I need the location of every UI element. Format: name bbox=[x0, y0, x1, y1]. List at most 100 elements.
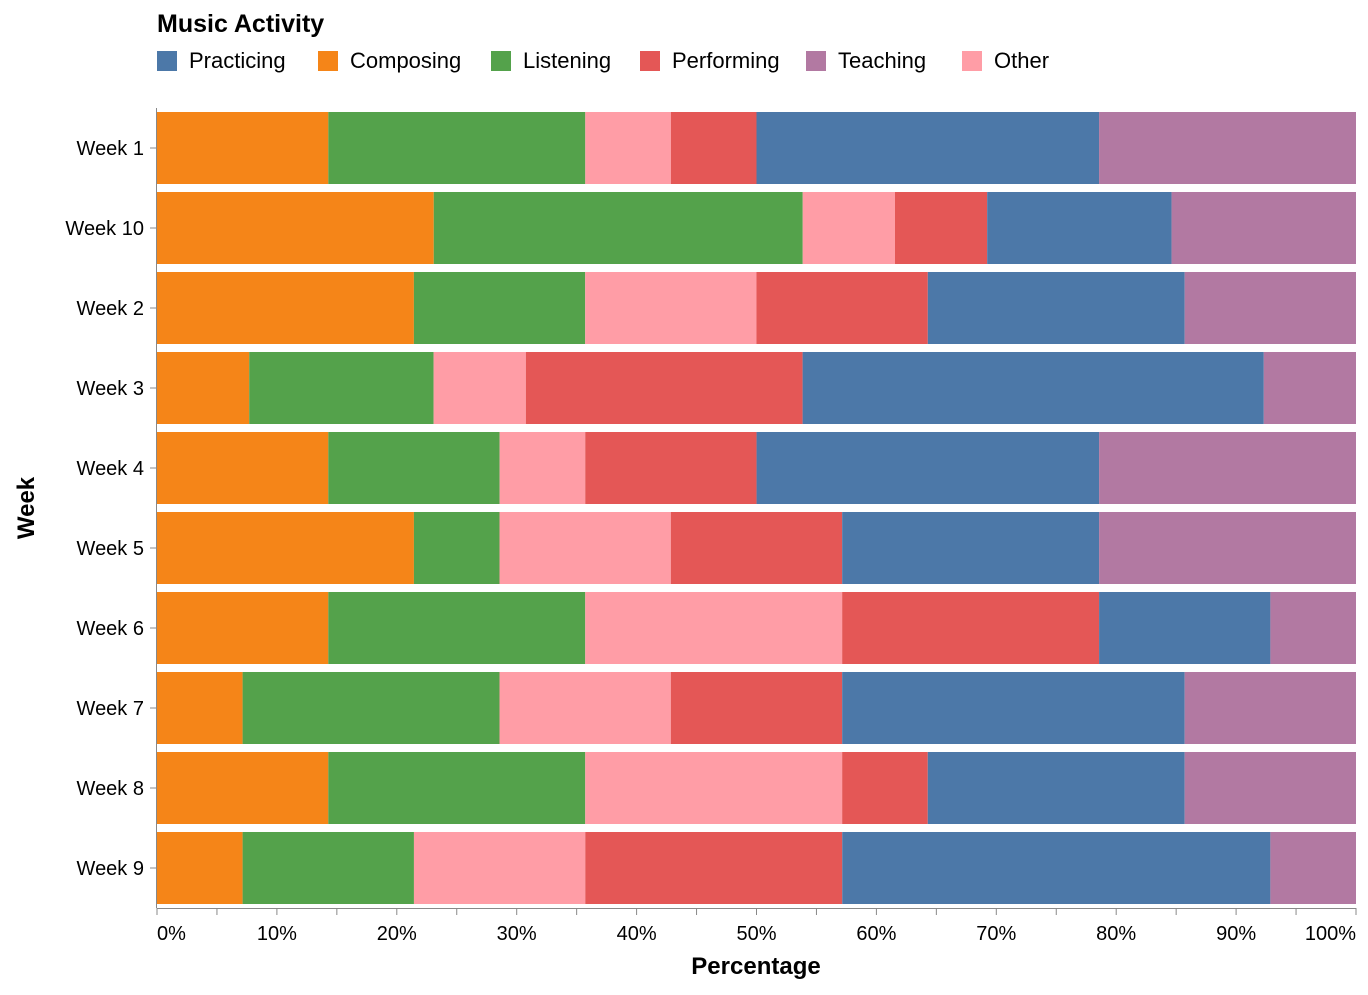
bar-week-9-practicing bbox=[842, 832, 1271, 904]
bar-week-1-composing bbox=[157, 112, 329, 184]
bar-week-10-other bbox=[802, 192, 895, 264]
bar-week-6-other bbox=[585, 592, 843, 664]
bar-week-10-teaching bbox=[1171, 192, 1356, 264]
bar-week-5-other bbox=[499, 512, 671, 584]
bar-week-2-teaching bbox=[1184, 272, 1356, 344]
bar-week-1-performing bbox=[670, 112, 757, 184]
bar-week-5-listening bbox=[413, 512, 500, 584]
y-tick-label-week-5: Week 5 bbox=[77, 538, 144, 560]
legend-label-composing: Composing bbox=[350, 48, 461, 73]
y-tick-label-week-4: Week 4 bbox=[77, 458, 144, 480]
y-tick-label-week-3: Week 3 bbox=[77, 378, 144, 400]
bar-week-4-other bbox=[499, 432, 586, 504]
bar-week-8-practicing bbox=[927, 752, 1185, 824]
x-tick-label-10: 10% bbox=[257, 923, 297, 945]
bar-week-3-teaching bbox=[1263, 352, 1356, 424]
bar-week-3-listening bbox=[249, 352, 434, 424]
bar-week-5-teaching bbox=[1099, 512, 1356, 584]
bar-week-7-other bbox=[499, 672, 671, 744]
y-tick-label-week-6: Week 6 bbox=[77, 618, 144, 640]
y-tick-label-week-1: Week 1 bbox=[77, 138, 144, 160]
bar-week-2-practicing bbox=[927, 272, 1185, 344]
bar-week-8-teaching bbox=[1184, 752, 1356, 824]
bars bbox=[157, 112, 1356, 904]
bar-week-9-composing bbox=[157, 832, 243, 904]
legend-swatch-listening bbox=[491, 51, 511, 71]
bar-week-7-composing bbox=[157, 672, 243, 744]
x-axis-title: Percentage bbox=[691, 953, 820, 980]
bar-week-10-practicing bbox=[987, 192, 1172, 264]
bar-week-6-practicing bbox=[1099, 592, 1271, 664]
bar-week-8-listening bbox=[328, 752, 586, 824]
bar-week-3-other bbox=[433, 352, 526, 424]
bar-week-2-composing bbox=[157, 272, 414, 344]
bar-week-8-composing bbox=[157, 752, 329, 824]
bar-week-9-listening bbox=[242, 832, 414, 904]
bar-week-9-other bbox=[413, 832, 586, 904]
legend-label-teaching: Teaching bbox=[838, 48, 926, 73]
x-tick-label-60: 60% bbox=[856, 923, 896, 945]
legend-label-other: Other bbox=[994, 48, 1049, 73]
bar-week-9-performing bbox=[585, 832, 843, 904]
y-tick-label-week-9: Week 9 bbox=[77, 858, 144, 880]
bar-week-9-teaching bbox=[1270, 832, 1356, 904]
x-tick-label-50: 50% bbox=[736, 923, 776, 945]
bar-week-7-teaching bbox=[1184, 672, 1356, 744]
legend-title: Music Activity bbox=[157, 10, 324, 38]
legend-swatch-other bbox=[962, 51, 982, 71]
bar-week-4-listening bbox=[328, 432, 500, 504]
x-axis: 0% 10% 20% 30% 40% 50% 60% 70% 80% 90% 100% bbox=[156, 908, 1357, 945]
bar-week-8-other bbox=[585, 752, 843, 824]
legend-swatch-composing bbox=[318, 51, 338, 71]
bar-week-1-teaching bbox=[1099, 112, 1356, 184]
x-tick-label-40: 40% bbox=[617, 923, 657, 945]
bar-week-4-composing bbox=[157, 432, 329, 504]
bar-week-8-performing bbox=[842, 752, 928, 824]
bar-week-2-other bbox=[585, 272, 757, 344]
bar-week-6-composing bbox=[157, 592, 329, 664]
y-tick-label-week-7: Week 7 bbox=[77, 698, 144, 720]
y-axis-title: Week bbox=[13, 476, 40, 539]
bar-week-3-performing bbox=[525, 352, 803, 424]
legend-swatch-practicing bbox=[157, 51, 177, 71]
bar-week-2-listening bbox=[413, 272, 586, 344]
bar-week-5-composing bbox=[157, 512, 414, 584]
legend-swatch-teaching bbox=[806, 51, 826, 71]
x-tick-label-100: 100% bbox=[1305, 923, 1356, 945]
legend: Music Activity Practicing Composing Listen… bbox=[157, 10, 1049, 73]
y-tick-label-week-2: Week 2 bbox=[77, 298, 144, 320]
bar-week-3-practicing bbox=[802, 352, 1264, 424]
x-tick-label-0: 0% bbox=[157, 923, 186, 945]
bar-week-6-listening bbox=[328, 592, 586, 664]
legend-label-performing: Performing bbox=[672, 48, 780, 73]
x-tick-label-80: 80% bbox=[1096, 923, 1136, 945]
bar-week-5-practicing bbox=[842, 512, 1100, 584]
bar-week-4-performing bbox=[585, 432, 757, 504]
bar-week-5-performing bbox=[670, 512, 843, 584]
bar-week-1-other bbox=[585, 112, 671, 184]
x-tick-label-30: 30% bbox=[497, 923, 537, 945]
bar-week-7-practicing bbox=[842, 672, 1185, 744]
legend-swatch-performing bbox=[640, 51, 660, 71]
x-tick-label-90: 90% bbox=[1216, 923, 1256, 945]
bar-week-6-teaching bbox=[1270, 592, 1356, 664]
legend-label-listening: Listening bbox=[523, 48, 611, 73]
bar-week-1-practicing bbox=[756, 112, 1100, 184]
y-axis: Week 1 Week 10 Week 2 Week 3 Week 4 Week 5 Wee… bbox=[65, 108, 157, 908]
x-tick-label-20: 20% bbox=[377, 923, 417, 945]
bar-week-10-listening bbox=[433, 192, 803, 264]
bar-week-7-listening bbox=[242, 672, 500, 744]
bar-week-2-performing bbox=[756, 272, 928, 344]
bar-week-1-listening bbox=[328, 112, 586, 184]
bar-week-6-performing bbox=[842, 592, 1100, 664]
bar-week-4-practicing bbox=[756, 432, 1100, 504]
y-tick-label-week-8: Week 8 bbox=[77, 778, 144, 800]
bar-week-7-performing bbox=[670, 672, 843, 744]
legend-label-practicing: Practicing bbox=[189, 48, 286, 73]
bar-week-4-teaching bbox=[1099, 432, 1356, 504]
x-tick-label-70: 70% bbox=[976, 923, 1016, 945]
y-tick-label-week-10: Week 10 bbox=[65, 218, 144, 240]
bar-week-10-composing bbox=[157, 192, 434, 264]
